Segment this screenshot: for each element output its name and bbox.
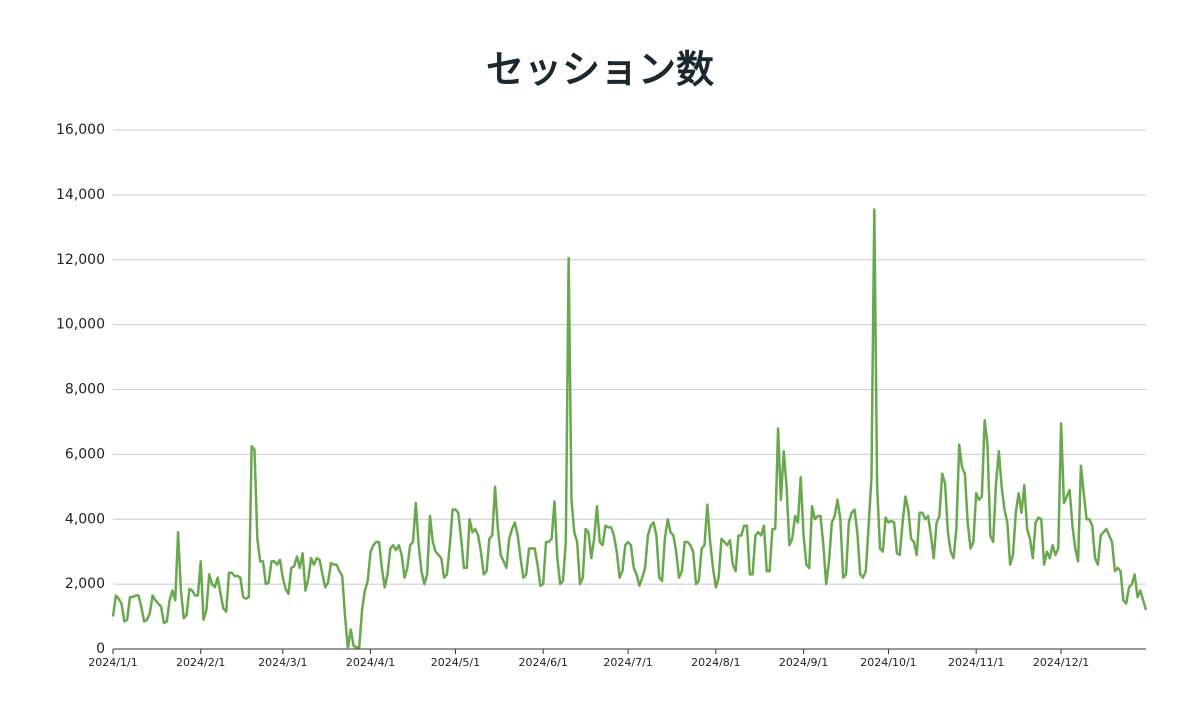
y-tick-label: 2,000 bbox=[65, 576, 105, 592]
x-tick-label: 2024/6/1 bbox=[518, 656, 567, 669]
x-tick-label: 2024/8/1 bbox=[691, 656, 740, 669]
y-tick-label: 14,000 bbox=[56, 187, 105, 203]
data-line bbox=[111, 208, 1148, 651]
y-tick-label: 8,000 bbox=[65, 382, 105, 398]
y-tick-label: 16,000 bbox=[56, 122, 105, 138]
x-tick-label: 2024/2/1 bbox=[176, 656, 225, 669]
x-tick-label: 2024/1/1 bbox=[88, 656, 137, 669]
x-tick-label: 2024/10/1 bbox=[860, 656, 916, 669]
y-tick-label: 10,000 bbox=[56, 317, 105, 333]
x-tick-label: 2024/4/1 bbox=[346, 656, 395, 669]
y-tick-label: 6,000 bbox=[65, 446, 105, 462]
x-tick-label: 2024/7/1 bbox=[603, 656, 652, 669]
x-tick-label: 2024/5/1 bbox=[431, 656, 480, 669]
x-tick-label: 2024/12/1 bbox=[1033, 656, 1089, 669]
y-tick-label: 12,000 bbox=[56, 252, 105, 268]
x-tick-label: 2024/11/1 bbox=[948, 656, 1004, 669]
x-tick-label: 2024/3/1 bbox=[258, 656, 307, 669]
y-tick-label: 4,000 bbox=[65, 511, 105, 527]
y-tick-label: 0 bbox=[96, 641, 105, 657]
x-tick-label: 2024/9/1 bbox=[779, 656, 828, 669]
chart-title: セッション数 bbox=[486, 48, 714, 92]
